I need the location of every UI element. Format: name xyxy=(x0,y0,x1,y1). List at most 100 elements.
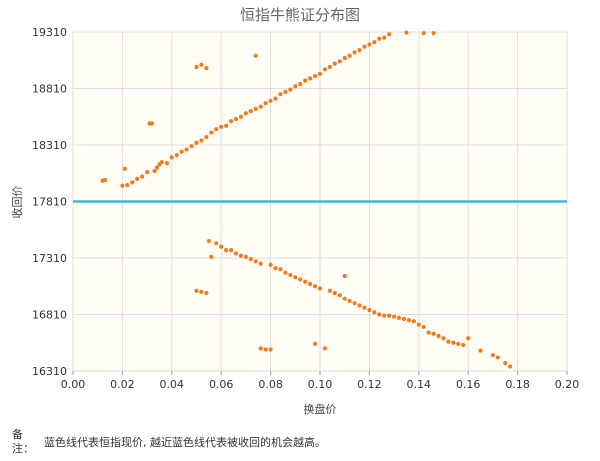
bull-point xyxy=(322,67,328,72)
bull-point xyxy=(238,114,244,119)
y-axis-title: 收回价 xyxy=(10,186,24,219)
bull-point xyxy=(122,166,127,171)
bear-point xyxy=(357,303,362,308)
bear-point xyxy=(332,290,337,296)
bear-point xyxy=(396,315,402,320)
bull-point xyxy=(312,73,318,79)
bear-point xyxy=(312,341,318,346)
bull-point xyxy=(199,138,204,143)
data-points xyxy=(100,30,513,369)
bull-point xyxy=(278,92,283,97)
y-tick-label: 18310 xyxy=(32,139,67,152)
bull-point xyxy=(367,42,372,47)
bear-point xyxy=(206,238,211,244)
x-tick-label: 0.08 xyxy=(258,378,283,391)
bear-point xyxy=(214,241,219,246)
bear-point xyxy=(268,262,273,267)
bull-point xyxy=(431,31,436,36)
bull-point xyxy=(317,71,323,76)
bull-point xyxy=(120,183,125,188)
bear-point xyxy=(273,266,278,271)
y-tick-label: 16310 xyxy=(32,365,67,378)
bear-point xyxy=(377,312,382,317)
bear-point xyxy=(478,348,483,353)
bear-point xyxy=(362,305,367,310)
bull-point xyxy=(159,159,165,165)
x-tick-label: 0.02 xyxy=(110,378,135,391)
bear-point xyxy=(293,275,298,280)
bear-point xyxy=(406,318,412,323)
bear-point xyxy=(490,353,495,358)
bear-point xyxy=(441,336,446,341)
bull-point xyxy=(337,59,342,64)
x-tick-label: 0.06 xyxy=(209,378,234,391)
x-tick-label: 0.04 xyxy=(160,378,185,391)
bear-point xyxy=(283,270,288,275)
bear-point xyxy=(238,253,244,258)
bull-point xyxy=(253,106,258,111)
bull-point xyxy=(332,61,337,66)
bull-point xyxy=(152,168,157,174)
bear-point xyxy=(436,333,441,339)
bull-point xyxy=(189,144,194,149)
y-tick-label: 17310 xyxy=(32,252,67,265)
x-tick-label: 0.16 xyxy=(456,378,481,391)
bear-point xyxy=(194,288,199,293)
bull-point xyxy=(179,149,184,154)
bear-point xyxy=(337,293,342,298)
bull-point xyxy=(164,160,169,166)
chart-title: 恒指牛熊证分布图 xyxy=(240,6,360,24)
bull-point xyxy=(224,123,229,128)
bull-point xyxy=(303,78,308,83)
bear-point xyxy=(401,316,407,322)
bear-point xyxy=(308,281,313,287)
bull-point xyxy=(125,183,130,188)
bear-point xyxy=(303,279,308,284)
bull-point xyxy=(377,36,382,41)
bull-point xyxy=(199,62,204,67)
bull-point xyxy=(174,153,179,158)
bear-point xyxy=(342,296,347,301)
bull-point xyxy=(169,155,174,160)
y-axis-ticks: 16310 16810 17310 17810 18310 18810 19310 xyxy=(32,26,67,378)
bear-point xyxy=(392,314,397,319)
x-tick-label: 0.18 xyxy=(505,378,530,391)
bear-point xyxy=(456,341,461,346)
bear-point xyxy=(416,322,421,327)
x-tick-label: 0.10 xyxy=(308,378,333,391)
bear-point xyxy=(461,342,466,348)
bear-point xyxy=(248,257,253,262)
bear-point xyxy=(421,324,426,330)
bear-point xyxy=(347,298,352,304)
bear-point xyxy=(342,273,347,279)
note-label: 备注： xyxy=(12,428,34,455)
bear-point xyxy=(352,301,357,306)
bull-point xyxy=(327,64,332,70)
bull-point xyxy=(258,104,263,109)
bear-point xyxy=(508,364,513,369)
bull-point xyxy=(293,84,298,89)
bull-point xyxy=(184,147,189,152)
bear-point xyxy=(322,346,328,351)
bear-point xyxy=(243,254,248,259)
bull-point xyxy=(298,81,303,87)
bear-point xyxy=(253,259,258,264)
x-tick-label: 0.14 xyxy=(407,378,432,391)
bear-point xyxy=(298,277,303,282)
bear-point xyxy=(327,288,332,293)
bull-point xyxy=(194,140,199,145)
y-tick-label: 17810 xyxy=(32,196,67,209)
bull-point xyxy=(154,165,160,170)
bull-point xyxy=(362,44,367,49)
bull-point xyxy=(357,47,362,53)
bull-point xyxy=(263,101,268,106)
bear-point xyxy=(451,340,456,345)
bear-point xyxy=(268,347,273,352)
bull-point xyxy=(214,127,219,132)
bear-point xyxy=(446,339,451,344)
bear-point xyxy=(233,251,239,256)
bear-point xyxy=(263,347,268,352)
x-tick-label: 0.00 xyxy=(61,378,86,391)
bull-point xyxy=(243,111,248,116)
bull-point xyxy=(248,109,253,114)
